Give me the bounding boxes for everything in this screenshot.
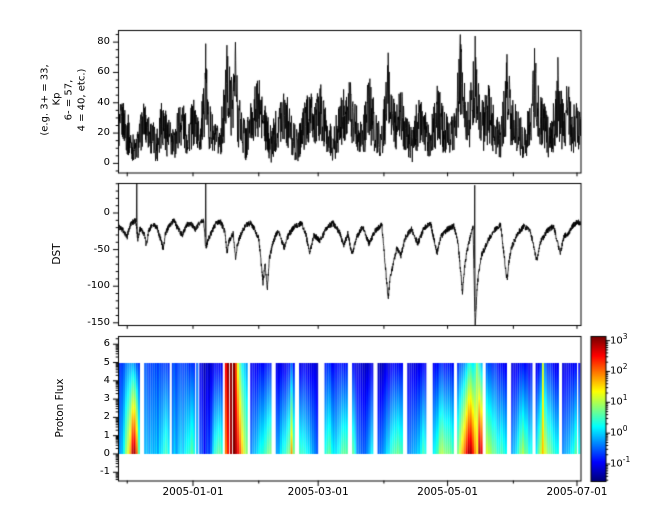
colorbar-label-exponent: -1 <box>622 455 631 465</box>
kp-index-ytick-label: 80 <box>97 36 110 48</box>
kp-index-ytick-label: 0 <box>103 157 110 169</box>
colorbar-tick-label: 10-1 <box>610 455 630 469</box>
proton-flux-spectrogram-ytick-label: 3 <box>103 393 110 405</box>
kp-ylabel-line-kp: Kp <box>51 92 63 106</box>
x-tick-label: 2005-05-01 <box>417 486 479 498</box>
kp-index-ytick-label: 60 <box>97 66 110 78</box>
dst-index-ytick-label: 0 <box>103 207 110 218</box>
x-tick-label: 2005-01-01 <box>162 486 224 498</box>
proton-flux-spectrogram-ytick-label: 6 <box>103 338 110 350</box>
colorbar-label-base: 10 <box>610 396 623 408</box>
colorbar-tick-label: 100 <box>610 424 628 438</box>
proton-flux-spectrogram-ytick-label: 0 <box>103 447 110 459</box>
dst-ylabel: DST <box>51 243 63 265</box>
proton-flux-spectrogram-ytick-label: 1 <box>103 429 110 441</box>
dst-index-ytick-label: -150 <box>87 316 110 328</box>
colorbar-tick-label: 102 <box>610 362 628 376</box>
kp-index-ytick-label: 20 <box>97 127 110 139</box>
dst-index-ytick-label: -100 <box>87 280 110 292</box>
kp-index-ytick-label: 40 <box>97 96 110 108</box>
colorbar-label-exponent: 1 <box>622 393 628 403</box>
colorbar-tick-label: 103 <box>610 332 628 346</box>
colorbar-tick-label: 101 <box>610 393 628 407</box>
dst-index-ytick-label: -50 <box>93 243 110 255</box>
proton-flux-spectrogram-ytick-label: 2 <box>103 411 110 423</box>
x-tick-label: 2005-03-01 <box>287 486 349 498</box>
colorbar-label-exponent: 3 <box>622 331 628 341</box>
colorbar-label-base: 10 <box>610 365 623 377</box>
proton-flux-ylabel: Proton Flux <box>54 378 66 438</box>
colorbar-label-base: 10 <box>610 427 623 439</box>
colorbar-label-base: 10 <box>610 334 623 346</box>
colorbar-label-base: 10 <box>610 458 623 470</box>
colorbar-label-exponent: 0 <box>622 424 628 434</box>
kp-ylabel-line-parenthetical: (e.g. 3+ = 33, <box>39 64 51 136</box>
proton-flux-spectrogram-ytick-label: 5 <box>103 356 110 368</box>
proton-flux-spectrogram-ytick-label: -1 <box>100 466 110 478</box>
x-tick-label: 2005-07-01 <box>546 486 608 498</box>
colorbar-label-exponent: 2 <box>622 362 628 372</box>
proton-flux-spectrogram-ytick-label: 4 <box>103 374 110 386</box>
